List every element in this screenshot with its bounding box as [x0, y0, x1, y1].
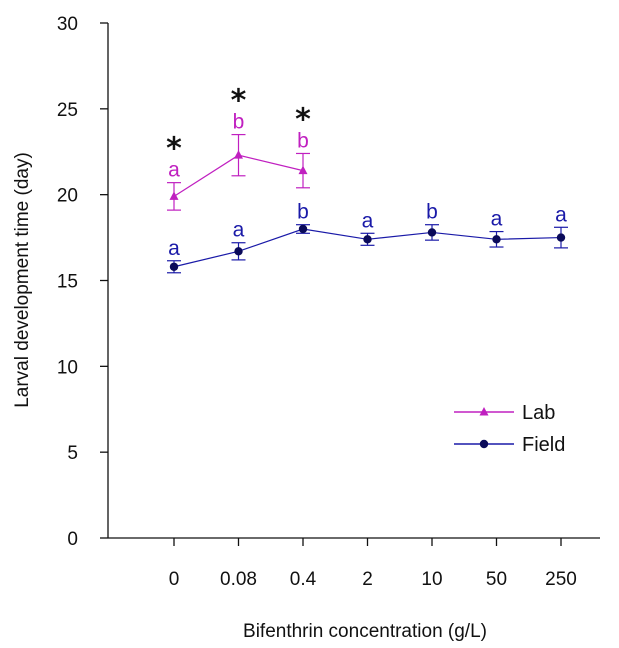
significance-letter: b: [297, 129, 309, 152]
data-point-circle: [298, 224, 308, 234]
legend-label: Field: [522, 434, 565, 456]
y-tick-label: 10: [57, 357, 78, 378]
legend-marker-triangle: [479, 407, 489, 416]
annotations: * * *: [166, 84, 311, 167]
significance-letter: a: [491, 208, 503, 231]
significance-letter: b: [297, 201, 309, 224]
data-point-circle: [556, 233, 566, 242]
significance-letter: a: [362, 209, 374, 232]
significance-letter: b: [233, 111, 245, 134]
data-point-triangle: [234, 150, 243, 159]
data-point-circle: [169, 262, 179, 271]
x-tick-label: 250: [545, 569, 577, 590]
significance-letter: b: [426, 201, 438, 224]
data-point-circle: [363, 235, 372, 244]
y-tick-label: 30: [57, 14, 78, 35]
significance-letter: a: [168, 159, 180, 182]
x-tick-label: 2: [362, 569, 373, 590]
series-layer: a b b a a b a b a a: [167, 111, 568, 274]
y-ticks: 0 5 10 15 20 25 30: [57, 14, 108, 550]
x-tick-label: 10: [421, 569, 442, 590]
significance-letter: a: [555, 203, 567, 226]
series-lab: a b b: [167, 111, 310, 211]
y-axis-title: Larval development time (day): [12, 152, 33, 408]
significance-asterisk: *: [166, 132, 182, 167]
y-tick-label: 15: [57, 272, 78, 293]
y-tick-label: 20: [57, 186, 78, 207]
data-point-circle: [492, 235, 501, 244]
series-field: a a b a b a a: [167, 201, 568, 274]
significance-letter: a: [233, 219, 245, 242]
x-tick-label: 0.4: [290, 569, 317, 590]
x-axis-title: Bifenthrin concentration (g/L): [243, 621, 487, 642]
legend-label: Lab: [522, 402, 555, 424]
x-tick-label: 0.08: [220, 569, 257, 590]
legend-item-lab: Lab: [454, 402, 555, 424]
y-tick-label: 25: [57, 100, 78, 121]
x-ticks: 0 0.08 0.4 2 10 50 250: [169, 538, 577, 590]
x-tick-label: 50: [486, 569, 507, 590]
axes: [107, 23, 600, 539]
x-tick-label: 0: [169, 569, 180, 590]
legend-marker-circle: [479, 439, 489, 449]
y-tick-label: 0: [67, 529, 78, 550]
significance-asterisk: *: [231, 84, 247, 119]
data-point-circle: [234, 247, 243, 256]
data-point-triangle: [298, 165, 308, 175]
legend: Lab Field: [454, 402, 565, 456]
significance-letter: a: [168, 237, 180, 260]
y-tick-label: 5: [67, 443, 78, 464]
data-point-circle: [427, 228, 437, 237]
legend-item-field: Field: [454, 434, 565, 456]
data-point-triangle: [169, 191, 179, 200]
significance-asterisk: *: [295, 102, 311, 137]
